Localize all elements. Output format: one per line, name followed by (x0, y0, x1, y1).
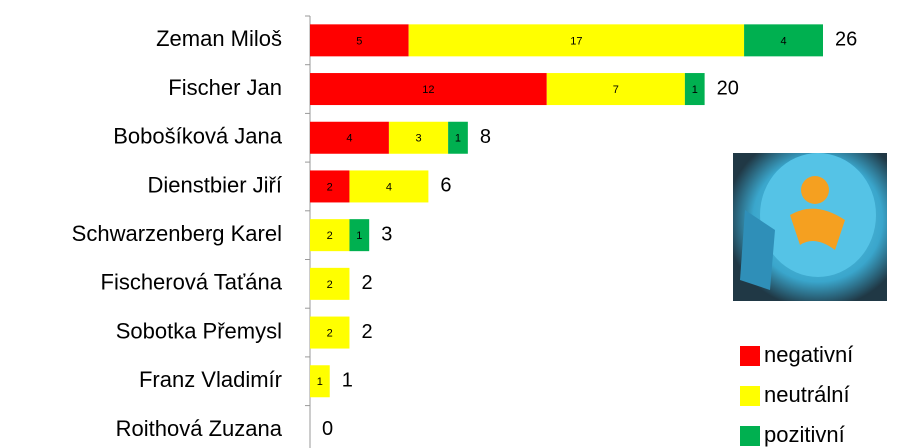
legend-label: neutrální (764, 382, 850, 407)
segment-label: 2 (327, 230, 333, 242)
bar-segment (546, 73, 685, 106)
bar-segment (310, 24, 409, 57)
bar-segment (349, 170, 429, 203)
total-label: 26 (835, 29, 857, 51)
segment-label: 1 (692, 84, 698, 96)
segment-label: 5 (356, 35, 362, 47)
segment-label: 1 (356, 230, 362, 242)
total-label: 2 (361, 321, 372, 343)
segment-label: 17 (570, 35, 582, 47)
bar-segment (388, 121, 449, 154)
bar-segment (310, 170, 350, 203)
legend-swatch (740, 346, 760, 366)
segment-label: 1 (455, 133, 461, 145)
segment-label: 4 (346, 133, 352, 145)
segment-label: 1 (317, 376, 323, 388)
bar-segment (310, 365, 330, 398)
category-label: Franz Vladimír (139, 367, 282, 392)
bar-segment (310, 121, 389, 154)
total-label: 8 (480, 126, 491, 148)
segment-label: 12 (422, 84, 434, 96)
legend-label: pozitivní (764, 422, 845, 447)
segment-label: 4 (780, 35, 786, 47)
bar-segment (684, 73, 705, 106)
bar-segment (349, 219, 370, 252)
bar-segment (310, 267, 350, 300)
legend-swatch (740, 386, 760, 406)
total-label: 3 (381, 223, 392, 245)
bar-segment (310, 219, 350, 252)
bar-segment (310, 316, 350, 349)
category-label: Bobošíková Jana (113, 124, 283, 149)
category-label: Sobotka Přemysl (116, 318, 282, 343)
bar-segment (744, 24, 823, 57)
legend-swatch (740, 426, 760, 446)
total-label: 2 (361, 272, 372, 294)
total-label: 0 (322, 418, 333, 440)
bar-segment (448, 121, 468, 154)
photo (733, 153, 887, 301)
category-label: Fischerová Taťána (101, 270, 283, 295)
bar-segment (408, 24, 745, 57)
total-label: 6 (440, 175, 451, 197)
bar-segment (310, 73, 547, 106)
category-label: Zeman Miloš (156, 26, 282, 51)
segment-label: 2 (327, 279, 333, 291)
category-label: Roithová Zuzana (116, 416, 283, 441)
total-label: 1 (342, 370, 353, 392)
segment-label: 3 (415, 133, 421, 145)
segment-label: 4 (386, 181, 392, 193)
segment-label: 2 (327, 327, 333, 339)
segment-label: 2 (327, 181, 333, 193)
legend-label: negativní (764, 342, 853, 367)
total-label: 20 (717, 77, 739, 99)
category-label: Dienstbier Jiří (148, 172, 282, 197)
segment-label: 7 (613, 84, 619, 96)
category-label: Schwarzenberg Karel (72, 221, 282, 246)
category-label: Fischer Jan (168, 75, 282, 100)
